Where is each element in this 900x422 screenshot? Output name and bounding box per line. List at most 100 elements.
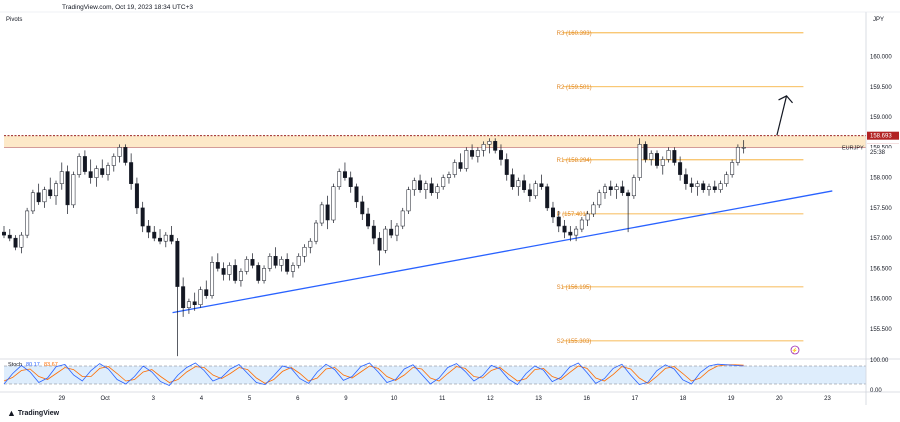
candle-body <box>267 256 272 269</box>
axes-group: 100.000.00160.000159.500159.000158.50015… <box>0 11 900 405</box>
candle-body <box>418 180 423 190</box>
price-axis-tick: 157.500 <box>870 206 892 212</box>
candle-body <box>186 301 191 309</box>
price-label: 158.693 <box>870 134 892 140</box>
candle-body <box>238 271 243 281</box>
candle-body <box>13 237 18 248</box>
time-axis-tick: 5 <box>248 396 252 402</box>
candle-body <box>325 204 330 221</box>
resistance-zone-group <box>4 135 866 148</box>
candle-body <box>140 207 145 227</box>
candle-body <box>181 286 186 309</box>
candle-body <box>429 183 434 194</box>
time-axis-tick: 4 <box>200 396 204 402</box>
candle-body <box>296 256 301 266</box>
price-axis-tick: 159.500 <box>870 85 892 91</box>
candle-body <box>262 268 267 281</box>
candle-body <box>637 144 642 178</box>
candle-body <box>458 162 463 169</box>
candle-body <box>550 207 555 218</box>
candle-body <box>88 171 93 178</box>
candle-body <box>475 150 480 157</box>
candle-body <box>2 231 6 236</box>
candle-body <box>65 171 70 206</box>
candle-body <box>452 162 457 175</box>
candle-body <box>412 180 417 190</box>
price-label-bg <box>867 143 899 152</box>
time-axis-tick: 17 <box>632 396 639 402</box>
candle-body <box>106 165 111 175</box>
price-axis-tick: 157.000 <box>870 236 892 242</box>
candle-body <box>741 147 746 149</box>
candle-body <box>678 162 683 175</box>
candle-body <box>470 150 475 157</box>
candle-body <box>100 168 105 175</box>
candle-body <box>233 265 238 281</box>
pivot-label: R3 (160.393) <box>557 31 592 37</box>
candle-body <box>227 265 232 275</box>
arrow-group <box>776 95 793 136</box>
time-axis-tick: 19 <box>728 396 735 402</box>
time-axis-tick: 13 <box>535 396 542 402</box>
candle-body <box>614 186 619 190</box>
pivot-lines-group: R3 (160.393) R2 (159.501) R1 (158.294) P (1… <box>557 31 804 345</box>
candle-body <box>175 240 180 287</box>
breakout-arrow-shaft <box>776 95 788 136</box>
candle-body <box>591 204 596 215</box>
candle-body <box>279 259 284 266</box>
candle-body <box>527 189 532 197</box>
candle-body <box>371 225 376 239</box>
candle-body <box>331 186 336 221</box>
time-axis-tick: 18 <box>680 396 687 402</box>
price-axis-tick: 159.000 <box>870 115 892 121</box>
time-axis-tick: 29 <box>58 396 65 402</box>
candle-body <box>568 231 573 236</box>
price-axis-tick: 158.000 <box>870 176 892 182</box>
candles-group <box>2 138 746 357</box>
time-axis-tick: 16 <box>583 396 590 402</box>
indicator-label[interactable]: Pivots <box>6 17 23 23</box>
candle-body <box>695 183 700 187</box>
brand-name: TradingView <box>17 410 60 417</box>
candle-body <box>441 177 446 187</box>
candle-body <box>152 231 157 239</box>
candle-body <box>366 213 371 227</box>
candle-body <box>608 186 613 190</box>
candle-body <box>574 228 579 236</box>
candle-body <box>649 153 654 160</box>
candle-body <box>643 144 648 160</box>
candle-body <box>221 268 226 275</box>
candle-body <box>701 183 706 190</box>
price-axis-tick: 156.500 <box>870 266 892 272</box>
candle-body <box>423 183 428 190</box>
candle-body <box>562 225 567 233</box>
candle-body <box>215 262 220 269</box>
tradingview-logo[interactable]: ▲ TradingView <box>7 409 60 418</box>
candle-body <box>585 213 590 221</box>
price-label: 25:38 <box>870 150 886 156</box>
time-axis-tick: 9 <box>344 396 348 402</box>
candle-body <box>712 186 717 190</box>
candle-body <box>48 189 53 197</box>
candle-body <box>406 189 411 212</box>
candle-body <box>210 262 215 296</box>
candle-body <box>545 186 550 209</box>
candle-body <box>302 246 307 257</box>
candle-body <box>256 265 261 281</box>
alert-icon-glyph: ⚡ <box>792 347 798 354</box>
candle-body <box>54 183 58 197</box>
candle-body <box>620 186 625 194</box>
trendline-group <box>172 190 833 314</box>
time-axis-tick: 23 <box>824 396 831 402</box>
candle-body <box>464 150 469 169</box>
pivot-label: R1 (158.294) <box>557 158 592 164</box>
time-axis-tick: 10 <box>391 396 398 402</box>
candle-body <box>82 156 87 172</box>
pivot-label: P (157.401) <box>557 212 588 218</box>
candle-body <box>169 234 174 242</box>
breakout-arrow-head <box>778 95 793 104</box>
candle-body <box>631 177 636 197</box>
candle-body <box>77 156 82 175</box>
candle-body <box>435 186 440 194</box>
